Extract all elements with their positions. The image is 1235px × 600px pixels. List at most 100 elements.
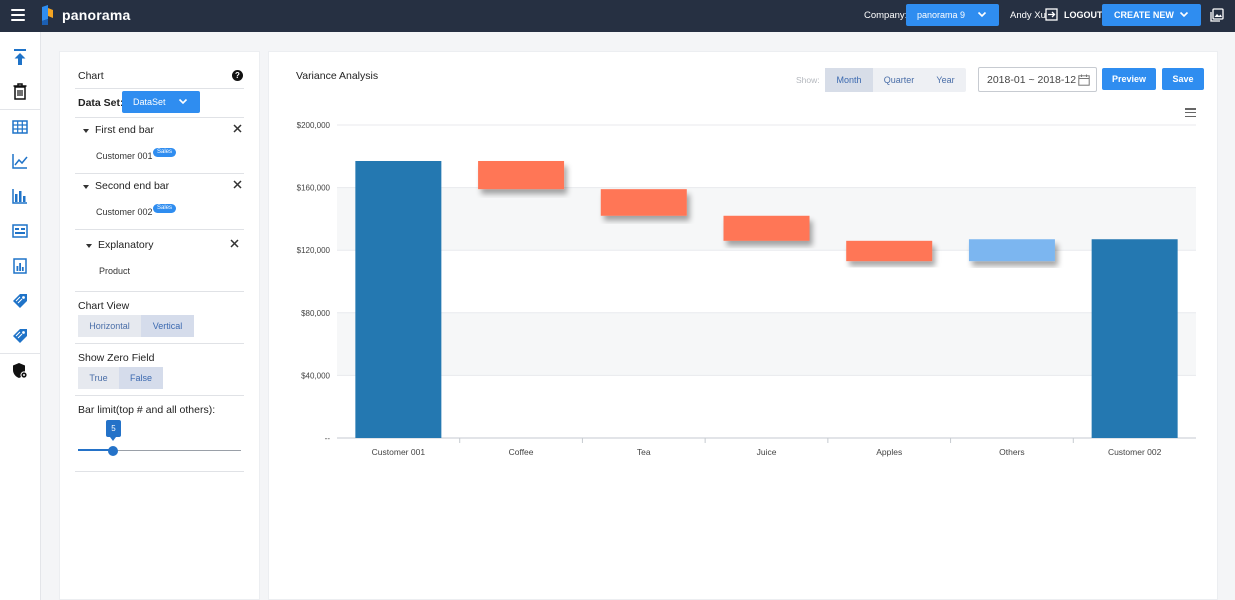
chart-view-horizontal-option[interactable]: Horizontal bbox=[78, 315, 141, 337]
create-new-button[interactable]: CREATE NEW bbox=[1102, 4, 1201, 26]
section-first-end-bar-title: First end bar bbox=[95, 124, 154, 136]
bar-others[interactable] bbox=[968, 239, 1055, 262]
bar-chart-icon[interactable] bbox=[11, 187, 29, 205]
sales-badge: Sales bbox=[153, 148, 177, 157]
x-tick-label: Coffee bbox=[509, 447, 534, 457]
chevron-down-icon bbox=[178, 98, 188, 105]
tag-alt-icon[interactable] bbox=[11, 327, 29, 345]
divider bbox=[75, 173, 244, 174]
company-select[interactable]: panorama 9 bbox=[906, 4, 999, 26]
table-icon[interactable] bbox=[11, 118, 29, 136]
grid-band bbox=[337, 312, 1196, 376]
upload-icon[interactable] bbox=[11, 48, 29, 66]
y-tick-label: $80,000 bbox=[301, 309, 330, 318]
chart-title: Variance Analysis bbox=[296, 70, 379, 82]
report-icon[interactable] bbox=[11, 257, 29, 275]
divider bbox=[75, 395, 244, 396]
x-tick-label: Apples bbox=[876, 447, 902, 457]
line-chart-icon[interactable] bbox=[11, 152, 29, 170]
trash-icon[interactable] bbox=[11, 82, 29, 100]
top-bar: panorama Company: panorama 9 Andy Xu LOG… bbox=[0, 0, 1235, 32]
section-second-end-bar-item: Customer 002 bbox=[96, 207, 153, 217]
waterfall-chart: -- $40,000 $80,000 $120,000 $160,000 $200,000… bbox=[297, 121, 1196, 457]
bar-customer-002[interactable] bbox=[1091, 239, 1178, 438]
tag-icon[interactable] bbox=[11, 292, 29, 310]
x-tick-label: Juice bbox=[757, 447, 777, 457]
preview-button[interactable]: Preview bbox=[1102, 68, 1156, 90]
chart-view-vertical-option[interactable]: Vertical bbox=[141, 315, 194, 337]
dataset-value: DataSet bbox=[133, 97, 166, 107]
x-tick-label: Tea bbox=[637, 447, 651, 457]
slider-value-tooltip: 5 bbox=[106, 420, 121, 441]
gallery-icon[interactable] bbox=[1210, 8, 1224, 22]
section-first-end-bar-item: Customer 001 bbox=[96, 151, 153, 161]
rail-divider bbox=[0, 353, 40, 354]
user-name: Andy Xu bbox=[1010, 10, 1046, 21]
y-tick-label: $120,000 bbox=[297, 246, 331, 255]
chart-view-label: Chart View bbox=[78, 300, 130, 312]
section-second-end-bar-title: Second end bar bbox=[95, 180, 170, 192]
divider bbox=[75, 229, 244, 230]
divider bbox=[75, 343, 244, 344]
period-month-option[interactable]: Month bbox=[825, 68, 873, 92]
app-logo[interactable]: panorama bbox=[39, 5, 131, 25]
hamburger-menu-icon[interactable] bbox=[11, 9, 25, 21]
caret-down-icon[interactable] bbox=[83, 129, 89, 133]
chart-menu-icon[interactable] bbox=[1185, 108, 1196, 117]
date-range-value: 2018-01 ~ 2018-12 bbox=[987, 73, 1077, 86]
company-value: panorama 9 bbox=[917, 10, 966, 20]
bar-coffee[interactable] bbox=[478, 160, 565, 190]
zero-field-label: Show Zero Field bbox=[78, 352, 155, 364]
divider bbox=[75, 88, 244, 89]
sales-badge: Sales bbox=[153, 204, 177, 213]
rail-divider bbox=[0, 109, 40, 110]
slider-thumb[interactable] bbox=[108, 446, 118, 456]
section-explanatory-title: Explanatory bbox=[98, 239, 154, 251]
bar-limit-label: Bar limit(top # and all others): bbox=[78, 404, 216, 416]
logout-button[interactable]: LOGOUT bbox=[1064, 10, 1103, 20]
period-toggle: Month Quarter Year bbox=[825, 68, 966, 92]
close-icon[interactable] bbox=[230, 239, 239, 248]
y-tick-label: $200,000 bbox=[297, 121, 331, 130]
period-quarter-option[interactable]: Quarter bbox=[883, 75, 915, 85]
chevron-down-icon bbox=[977, 11, 987, 18]
app-name: panorama bbox=[62, 7, 131, 23]
bar-customer-001[interactable] bbox=[355, 160, 442, 438]
panorama-logo-icon bbox=[42, 5, 53, 25]
bar-tea[interactable] bbox=[600, 189, 687, 216]
y-tick-label: $40,000 bbox=[301, 371, 330, 380]
chart-card: Variance Analysis Show: Month Quarter Ye… bbox=[268, 51, 1218, 600]
close-icon[interactable] bbox=[233, 124, 242, 133]
divider bbox=[75, 471, 244, 472]
calendar-icon bbox=[1078, 74, 1090, 86]
close-icon[interactable] bbox=[233, 180, 242, 189]
save-button[interactable]: Save bbox=[1162, 68, 1204, 90]
slider-fill bbox=[78, 449, 113, 451]
zero-field-false-option[interactable]: False bbox=[119, 367, 163, 389]
zero-field-toggle: True False bbox=[78, 367, 163, 389]
caret-down-icon[interactable] bbox=[83, 185, 89, 189]
divider bbox=[75, 291, 244, 292]
chevron-down-icon bbox=[1179, 11, 1189, 18]
dataset-label: Data Set: bbox=[78, 97, 124, 109]
date-range-picker[interactable]: 2018-01 ~ 2018-12 bbox=[978, 67, 1097, 92]
period-year-option[interactable]: Year bbox=[936, 75, 955, 85]
x-tick-label: Customer 001 bbox=[372, 447, 426, 457]
y-tick-label: -- bbox=[325, 434, 331, 443]
bar-juice[interactable] bbox=[723, 215, 810, 241]
help-icon[interactable]: ? bbox=[232, 70, 243, 81]
bar-apples[interactable] bbox=[846, 240, 933, 262]
dashboard-icon[interactable] bbox=[11, 222, 29, 240]
chart-view-toggle: Horizontal Vertical bbox=[78, 315, 194, 337]
slider-track[interactable] bbox=[78, 450, 241, 451]
create-new-label: CREATE NEW bbox=[1114, 10, 1174, 20]
show-label: Show: bbox=[796, 75, 820, 85]
zero-field-true-option[interactable]: True bbox=[78, 367, 119, 389]
dataset-select[interactable]: DataSet bbox=[122, 91, 200, 113]
caret-down-icon[interactable] bbox=[86, 244, 92, 248]
x-tick-label: Customer 002 bbox=[1108, 447, 1162, 457]
shield-settings-icon[interactable] bbox=[11, 362, 29, 380]
logout-icon[interactable] bbox=[1045, 8, 1058, 21]
y-tick-label: $160,000 bbox=[297, 184, 331, 193]
icon-rail bbox=[0, 32, 41, 600]
